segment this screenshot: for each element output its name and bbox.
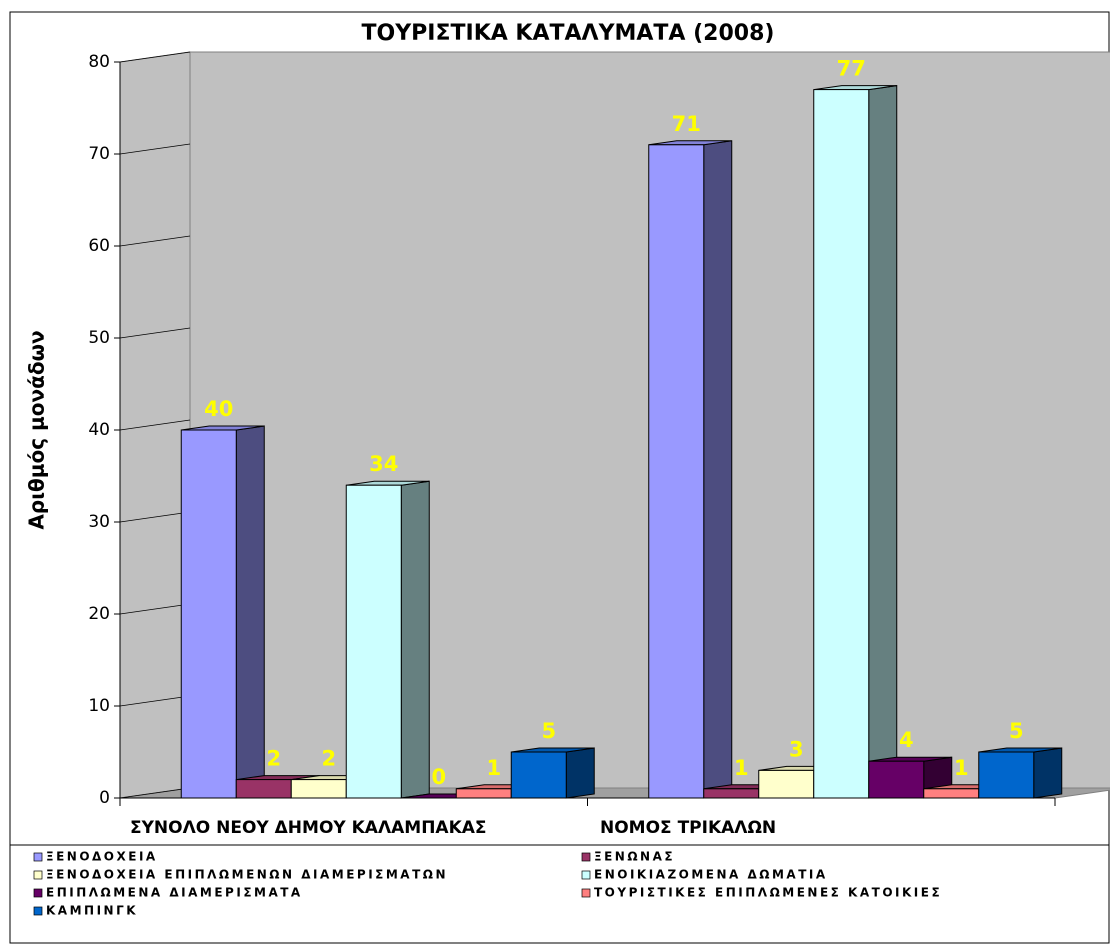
bar <box>868 760 925 799</box>
bar <box>978 751 1035 799</box>
grid-line <box>119 603 191 615</box>
x-tick-label: ΝΟΜΟΣ ΤΡΙΚΑΛΩΝ <box>600 818 776 838</box>
y-tick-label: 0 <box>99 788 110 808</box>
bar-side <box>235 425 265 799</box>
bar <box>290 779 347 799</box>
y-tick-label: 70 <box>88 144 110 164</box>
bar-side <box>565 747 595 799</box>
legend-swatch <box>581 852 591 862</box>
y-axis-label: Αριθμός μονάδων <box>25 330 49 529</box>
bar <box>510 751 567 799</box>
data-label: 3 <box>789 737 804 761</box>
y-tick-label: 60 <box>88 236 110 256</box>
data-label: 1 <box>486 756 501 780</box>
legend-label: ΕΝΟΙΚΙΑΖΟΜΕΝΑ ΔΩΜΑΤΙΑ <box>594 868 828 882</box>
bar <box>180 429 237 799</box>
bar-side <box>703 140 733 799</box>
data-label: 40 <box>204 397 233 421</box>
y-tick-label: 80 <box>88 52 110 72</box>
bar-side <box>400 480 430 799</box>
bar <box>648 144 705 799</box>
grid-line <box>119 51 191 63</box>
data-label: 71 <box>672 112 701 136</box>
legend-swatch <box>33 852 43 862</box>
data-label: 5 <box>541 719 556 743</box>
y-tick-label: 30 <box>88 512 110 532</box>
legend-label: ΞΕΝΟΔΟΧΕΙΑ ΕΠΙΠΛΩΜΕΝΩΝ ΔΙΑΜΕΡΙΣΜΑΤΩΝ <box>46 868 448 882</box>
bar <box>758 769 815 799</box>
data-label: 1 <box>734 756 749 780</box>
y-tick-label: 50 <box>88 328 110 348</box>
legend-label: ΞΕΝΩΝΑΣ <box>594 850 675 864</box>
data-label: 1 <box>954 756 969 780</box>
data-label: 4 <box>899 728 914 752</box>
bar <box>703 788 760 799</box>
x-tick-label: ΣΥΝΟΛΟ ΝΕΟΥ ΔΗΜΟΥ ΚΑΛΑΜΠΑΚΑΣ <box>130 818 487 838</box>
legend-label: ΚΑΜΠΙΝΓΚ <box>46 904 138 918</box>
grid-line <box>119 143 191 155</box>
legend-swatch <box>581 870 591 880</box>
data-label: 5 <box>1009 719 1024 743</box>
legend-label: ΞΕΝΟΔΟΧΕΙΑ <box>46 850 158 864</box>
legend-swatch <box>581 888 591 898</box>
grid-line <box>119 419 191 431</box>
grid-line <box>119 787 191 799</box>
bar <box>813 89 870 799</box>
legend-swatch <box>33 888 43 898</box>
data-label: 34 <box>369 452 398 476</box>
legend-label: ΤΟΥΡΙΣΤΙΚΕΣ ΕΠΙΠΛΩΜΕΝΕΣ ΚΑΤΟΙΚΙΕΣ <box>594 886 942 900</box>
y-tick-label: 20 <box>88 604 110 624</box>
legend-swatch <box>33 870 43 880</box>
grid-line <box>119 695 191 707</box>
grid-line <box>119 511 191 523</box>
data-label: 77 <box>837 57 866 81</box>
y-tick-label: 40 <box>88 420 110 440</box>
y-tick-label: 10 <box>88 696 110 716</box>
data-label: 0 <box>431 765 446 789</box>
data-label: 2 <box>321 747 336 771</box>
legend-swatch <box>33 906 43 916</box>
chart-title: ΤΟΥΡΙΣΤΙΚΑ ΚΑΤΑΛΥΜΑΤΑ (2008) <box>362 21 775 46</box>
bar <box>923 788 980 799</box>
bar <box>345 484 402 799</box>
bar-side <box>868 85 898 799</box>
bar <box>235 779 292 799</box>
bar-side <box>1033 747 1063 799</box>
grid-line <box>119 327 191 339</box>
data-label: 2 <box>266 747 281 771</box>
grid-line <box>119 235 191 247</box>
legend-label: ΕΠΙΠΛΩΜΕΝΑ ΔΙΑΜΕΡΙΣΜΑΤΑ <box>46 886 303 900</box>
bar <box>455 788 512 799</box>
